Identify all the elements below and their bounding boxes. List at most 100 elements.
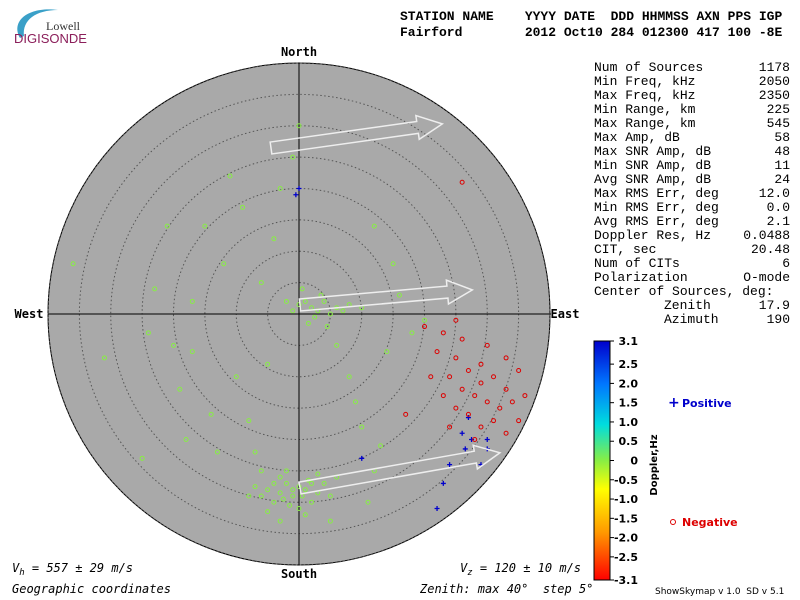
point <box>208 411 214 417</box>
stat-value: 2.1 <box>767 214 791 229</box>
point <box>459 386 465 392</box>
stat-label: Min Range, km <box>594 102 696 117</box>
point <box>359 424 365 430</box>
point <box>302 512 308 518</box>
point <box>252 484 258 490</box>
point <box>472 437 478 442</box>
point <box>252 449 258 455</box>
stat-label: Max Range, km <box>594 116 696 131</box>
point <box>516 418 522 424</box>
vz-label: Vz = 120 ± 10 m/s <box>460 561 581 578</box>
point <box>293 192 299 198</box>
point <box>202 223 208 229</box>
point <box>171 342 176 348</box>
point <box>305 320 311 326</box>
stat-value: 11 <box>774 158 790 173</box>
point <box>283 468 289 474</box>
point <box>469 437 475 442</box>
point <box>365 499 371 505</box>
point <box>327 518 333 524</box>
header-line: STATION NAME YYYY DATE DDD HHMMSS AXN PP… <box>400 9 782 24</box>
point <box>484 342 490 348</box>
point <box>277 186 283 191</box>
point <box>396 292 402 298</box>
header-line: Fairford 2012 Oct10 284 012300 417 100 -… <box>400 25 782 40</box>
colorbar-tick-label: -2.5 <box>614 551 638 564</box>
point <box>453 317 459 323</box>
stat-value: 1178 <box>759 60 790 75</box>
logo-top: Lowell <box>46 19 81 33</box>
version-label: ShowSkymap v 1.0 SD v 5.1 <box>655 587 784 597</box>
point <box>465 411 471 417</box>
stat-value: 6 <box>782 256 790 271</box>
point <box>522 393 528 399</box>
point <box>440 393 446 399</box>
point <box>440 330 446 336</box>
stat-value: 545 <box>767 116 790 131</box>
point <box>334 342 340 348</box>
point <box>299 286 305 292</box>
stat-label: Num of Sources <box>594 60 703 75</box>
point <box>309 480 315 486</box>
point <box>459 336 465 342</box>
point <box>447 374 453 380</box>
stat-value: 190 <box>767 312 790 327</box>
point <box>101 355 107 361</box>
north-label: North <box>281 45 317 59</box>
stat-value: 17.9 <box>759 298 790 313</box>
stat-value: 225 <box>767 102 790 117</box>
stat-label: Max RMS Err, deg <box>594 186 719 201</box>
point <box>327 493 333 499</box>
point <box>422 324 427 330</box>
point <box>296 123 302 129</box>
point <box>312 314 318 320</box>
point <box>296 506 302 512</box>
point <box>189 349 195 355</box>
colorbar-tick-label: -1.5 <box>614 512 638 525</box>
point <box>246 418 252 424</box>
point <box>258 468 264 474</box>
colorbar-tick-label: 0 <box>630 455 638 468</box>
point <box>384 349 390 355</box>
point <box>516 367 522 373</box>
point <box>290 154 296 160</box>
point <box>302 298 308 304</box>
stat-label: CIT, sec <box>594 242 656 257</box>
point <box>227 173 233 179</box>
stat-value: 24 <box>774 172 790 187</box>
colorbar-tick-label: 2.0 <box>619 377 639 390</box>
point <box>287 502 293 508</box>
stat-label: Avg SNR Amp, dB <box>594 172 711 187</box>
colorbar-tick-label: 2.5 <box>619 358 639 371</box>
stat-value: 2050 <box>759 74 790 89</box>
point <box>139 455 145 461</box>
stat-value: O-mode <box>743 270 790 285</box>
point <box>409 330 415 336</box>
point <box>277 518 283 524</box>
point <box>484 399 490 405</box>
point <box>472 393 478 399</box>
point <box>509 399 515 405</box>
stat-value: 0.0 <box>767 200 790 215</box>
stat-label: Max Amp, dB <box>594 130 680 145</box>
point <box>277 474 283 480</box>
point <box>434 506 440 512</box>
point <box>70 261 76 267</box>
point <box>265 487 271 493</box>
point <box>459 179 465 185</box>
point <box>459 430 465 436</box>
stat-label: Min Freq, kHz <box>594 74 695 89</box>
point <box>290 493 296 499</box>
point <box>340 308 346 314</box>
stat-label: Doppler Res, Hz <box>594 228 711 243</box>
point <box>453 355 459 361</box>
point <box>258 280 264 286</box>
point <box>484 437 490 442</box>
colorbar-tick-label: 1.0 <box>619 416 639 429</box>
velocity-arrows <box>269 114 502 495</box>
point <box>352 399 358 405</box>
colorbar-label: Doppler,Hz <box>649 434 660 495</box>
point <box>290 487 296 493</box>
point <box>371 223 377 229</box>
point <box>265 361 271 367</box>
